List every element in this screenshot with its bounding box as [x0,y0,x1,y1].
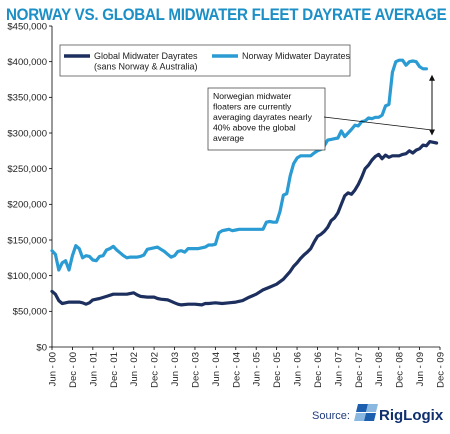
x-tick-label: Dec - 00 [68,352,79,388]
annotation: Norwegian midwater floaters are currently… [207,74,435,151]
x-tick-label: Dec - 04 [231,352,242,388]
y-tick-label: $250,000 [7,164,47,175]
x-tick-label: Jun - 05 [252,352,263,386]
y-tick-label: $150,000 [7,235,47,246]
annotation-pointer [323,116,433,131]
x-tick-label: Jun - 03 [170,352,181,386]
x-tick-label: Dec - 07 [354,352,365,388]
x-tick-label: Jun - 01 [88,352,99,386]
x-tick-label: Dec - 05 [272,352,283,388]
legend-label-norway: Norway Midwater Dayrates [242,51,351,61]
y-tick-label: $50,000 [13,307,47,318]
y-tick-label: $400,000 [7,57,47,68]
x-tick-label: Dec - 08 [395,352,406,388]
y-tick-label: $100,000 [7,271,47,282]
chart-series-group [50,58,439,307]
x-tick-label: Dec - 01 [109,352,120,388]
x-tick-label: Dec - 09 [436,352,447,388]
y-tick-label: $0 [36,342,47,353]
chart-title: NORWAY VS. GLOBAL MIDWATER FLEET DAYRATE… [6,6,447,24]
x-tick-label: Jun - 04 [211,352,222,386]
x-tick-label: Jun - 02 [129,352,140,386]
x-tick-label: Jun - 00 [48,352,59,386]
y-tick-label: $200,000 [7,200,47,211]
legend-label-global: Global Midwater Dayrates (sans Norway & A… [94,51,198,72]
annotation-arrowhead-top [429,74,435,81]
legend-box [59,44,351,77]
y-tick-label: $450,000 [7,21,47,32]
riglogix-logo-icon [354,404,378,421]
chart-axes: $0 $50,000 $100,000 $150,000 $200,000 $250,00… [7,21,446,388]
y-tick-label: $300,000 [7,128,47,139]
legend: Global Midwater Dayrates (sans Norway & A… [59,44,351,77]
y-tick-label: $350,000 [7,93,47,104]
annotation-text: Norwegian midwater floaters are currently… [213,91,313,143]
series-line-norway [50,58,428,272]
x-tick-label: Jun - 06 [293,352,304,386]
source-credit: Source: RigLogix [312,404,444,424]
x-tick-label: Jun - 07 [333,352,344,386]
x-tick-label: Jun - 08 [374,352,385,386]
annotation-box [207,87,326,151]
source-brand: RigLogix [379,407,444,424]
source-label: Source: [312,410,350,422]
annotation-arrowhead-bottom [429,129,435,136]
series-line-global [50,140,439,307]
x-tick-label: Dec - 02 [150,352,161,388]
x-tick-label: Dec - 06 [313,352,324,388]
x-tick-label: Dec - 03 [190,352,201,388]
x-tick-label: Jun - 09 [415,352,426,386]
